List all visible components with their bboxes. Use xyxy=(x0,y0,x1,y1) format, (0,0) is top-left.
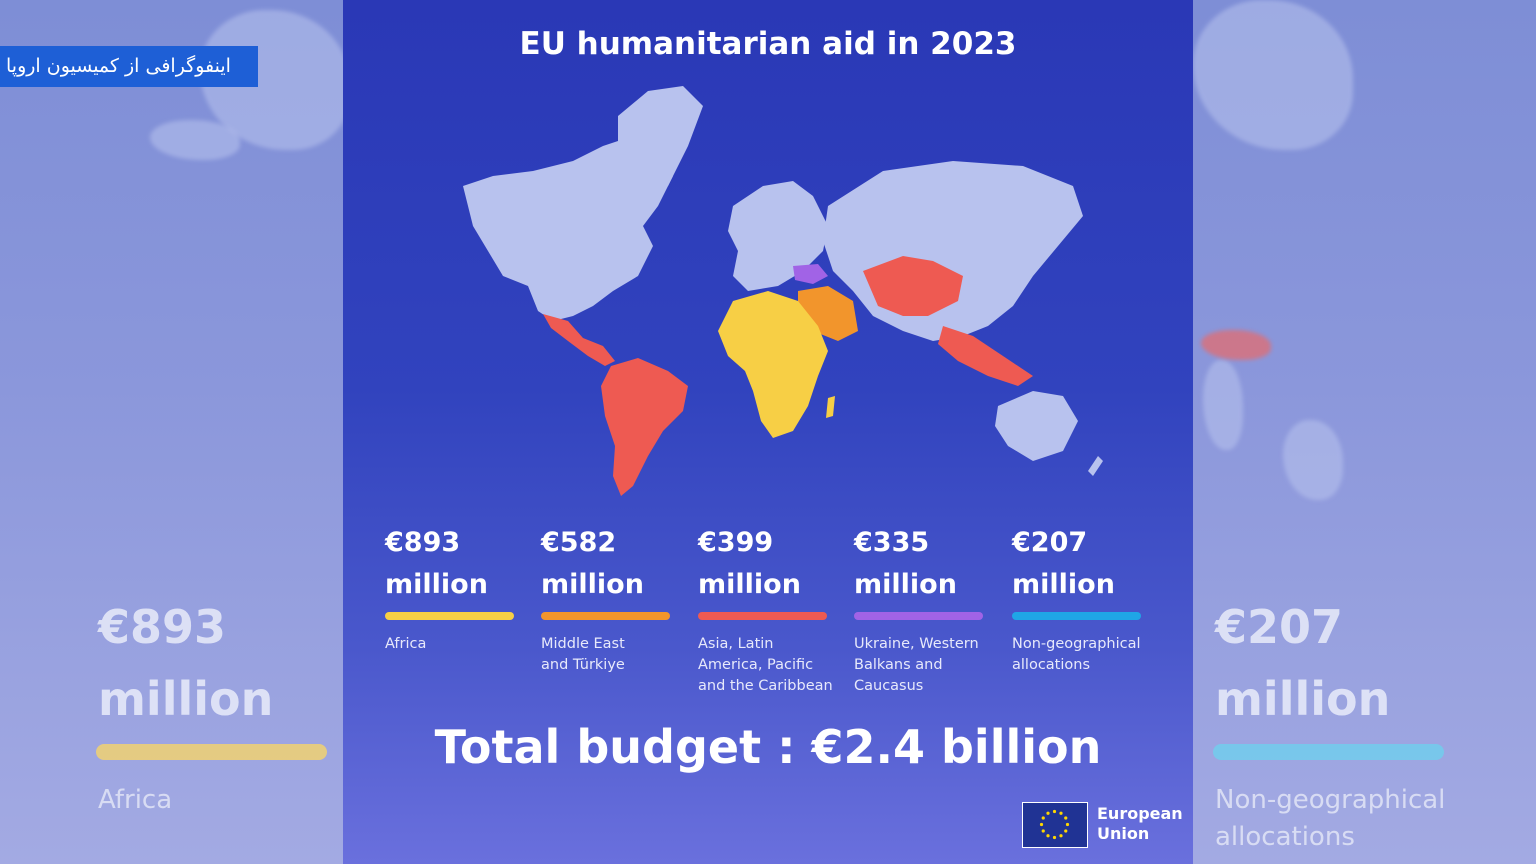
category-ukraine: €335 million Ukraine, Western Balkans an… xyxy=(854,522,989,697)
category-middle-east: €582 million Middle East and Türkiye xyxy=(541,522,676,676)
background-unit-right: million xyxy=(1215,672,1391,726)
north-america-land xyxy=(463,136,673,321)
category-label: Non-geographical allocations xyxy=(1012,636,1141,673)
eu-star xyxy=(1052,809,1057,814)
asia-land xyxy=(823,161,1083,341)
category-label: Ukraine, Western Balkans and Caucasus xyxy=(854,636,979,694)
eu-star xyxy=(1041,816,1045,820)
eu-star xyxy=(1046,834,1050,838)
background-left-panel: €893 million Africa xyxy=(0,0,343,864)
eu-star xyxy=(1046,811,1050,815)
background-amount-left: €893 xyxy=(98,600,227,654)
category-unit: million xyxy=(854,569,957,600)
eu-star xyxy=(1041,829,1045,833)
eu-star xyxy=(1039,822,1044,827)
category-label: Middle East and Türkiye xyxy=(541,636,625,673)
greenland-land xyxy=(618,86,703,196)
eu-logo-text: European Union xyxy=(1097,804,1183,843)
category-amount: €582 xyxy=(541,527,617,558)
background-bar-left xyxy=(96,744,327,760)
category-amount: €893 xyxy=(385,527,461,558)
category-unit: million xyxy=(698,569,801,600)
category-amount: €399 xyxy=(698,527,774,558)
africa-land xyxy=(718,291,828,438)
category-unit: million xyxy=(1012,569,1115,600)
eu-star xyxy=(1059,811,1063,815)
australia-land xyxy=(995,391,1078,461)
category-label: Africa xyxy=(385,636,427,652)
asia-aid-region xyxy=(863,256,963,316)
infographic-panel: EU humanitarian aid in 2023 €893 million xyxy=(343,0,1193,864)
category-color-bar xyxy=(1012,612,1141,620)
background-unit-left: million xyxy=(98,672,274,726)
eu-star xyxy=(1065,822,1070,827)
background-right-panel: €207 million Non-geographical allocation… xyxy=(1193,0,1536,864)
background-label-left: Africa xyxy=(98,785,173,815)
category-color-bar xyxy=(698,612,827,620)
category-unit: million xyxy=(385,569,488,600)
category-amount: €207 xyxy=(1012,527,1088,558)
ukraine-region xyxy=(793,264,828,284)
background-amount-right: €207 xyxy=(1215,600,1344,654)
category-non-geographical: €207 million Non-geographical allocation… xyxy=(1012,522,1147,676)
eu-flag-icon xyxy=(1022,802,1088,848)
world-map xyxy=(463,86,1103,496)
infographic-title: EU humanitarian aid in 2023 xyxy=(519,26,1017,62)
category-unit: million xyxy=(541,569,644,600)
eu-logo: European Union xyxy=(1022,802,1183,850)
category-asia-latam: €399 million Asia, Latin America, Pacifi… xyxy=(698,522,833,697)
category-color-bar xyxy=(385,612,514,620)
europe-land xyxy=(728,181,828,291)
eu-star xyxy=(1052,835,1057,840)
video-caption: اینفوگرافی از کمیسیون اروپا xyxy=(0,46,258,87)
category-color-bar xyxy=(541,612,670,620)
central-america-land xyxy=(543,314,615,366)
category-amount: €335 xyxy=(854,527,930,558)
eu-star xyxy=(1064,829,1068,833)
new-zealand-land xyxy=(1088,456,1103,476)
category-africa: €893 million Africa xyxy=(385,522,520,655)
eu-star xyxy=(1064,816,1068,820)
category-color-bar xyxy=(854,612,983,620)
total-budget: Total budget : €2.4 billion xyxy=(434,720,1102,774)
south-america-land xyxy=(601,358,688,496)
background-label-right: Non-geographical allocations xyxy=(1215,785,1446,852)
background-bar-right xyxy=(1213,744,1444,760)
southeast-asia-region xyxy=(938,326,1033,386)
eu-star xyxy=(1059,834,1063,838)
madagascar-land xyxy=(826,396,835,418)
category-label: Asia, Latin America, Pacific and the Car… xyxy=(698,636,833,694)
